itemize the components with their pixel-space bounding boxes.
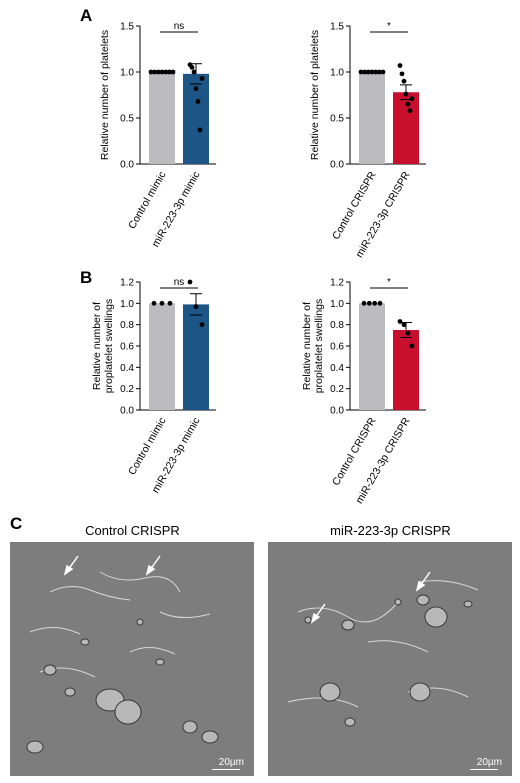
panel-label-a: A [80,6,93,25]
data-point [191,69,197,75]
data-point [155,69,161,75]
y-tick-label: 1.0 [330,299,344,310]
scale-label-crispr: 20µm [476,757,502,768]
y-tick-label: 0.8 [120,320,134,331]
data-point [397,63,403,68]
y-tick-label: 0.6 [330,342,344,353]
data-point [195,99,201,104]
data-point [148,69,154,75]
data-point [376,69,382,75]
y-tick-label: 0.0 [330,160,344,171]
y-tick-label: 0.8 [330,320,344,331]
y-axis-label: proplatelet swellings [313,299,325,394]
data-point [151,300,157,306]
data-point [407,108,413,114]
y-axis-label: Relative number of platelets [99,30,111,160]
data-point [366,300,372,306]
panel-label-c: C [10,514,23,533]
data-point [197,127,203,133]
data-point [362,69,368,75]
data-point [189,65,195,70]
scale-label-control: 20µm [218,757,244,768]
y-tick-label: 0.6 [120,342,134,353]
bar [149,303,175,410]
y-axis-label: Relative number of [91,302,103,390]
y-tick-label: 0.2 [120,384,134,395]
data-point [380,69,386,75]
data-point [409,343,415,349]
micrograph-crispr: 20µm [268,542,512,776]
y-axis-label: proplatelet swellings [103,299,115,394]
data-point [193,86,199,91]
chart-b-right: 0.0 0.2 0.4 0.6 0.8 1.0 1.2 Relative number of p… [301,277,426,506]
data-point [399,71,405,77]
data-point [358,69,364,75]
significance-label: * [387,21,391,32]
y-tick-label: 1.0 [120,299,134,310]
y-tick-label: 0.4 [120,363,134,374]
chart-b-left: 0.0 0.2 0.4 0.6 0.8 1.0 1.2 Relative number of p… [91,277,216,495]
micrograph-title-crispr: miR-223-3p CRISPR [330,523,451,538]
y-tick-label: 1.5 [120,22,134,33]
data-point [401,322,407,328]
data-point [409,96,415,102]
data-point [405,101,411,107]
data-point [152,69,158,75]
y-tick-label: 0.2 [330,384,344,395]
bar [359,72,385,164]
data-point [361,300,367,306]
data-point [403,91,409,97]
y-tick-label: 0.5 [330,114,344,125]
y-tick-label: 1.5 [330,22,344,33]
bar [393,330,419,410]
y-tick-label: 1.2 [330,278,344,289]
y-tick-label: 1.0 [330,68,344,79]
scale-bar-crispr [470,769,498,770]
y-tick-label: 1.2 [120,278,134,289]
data-point [166,69,172,75]
y-tick-label: 0.0 [120,406,134,417]
data-point [365,69,371,75]
data-point [193,304,199,309]
y-tick-label: 0.4 [330,363,344,374]
data-point [163,69,169,75]
data-point [187,279,193,285]
y-tick-label: 0.5 [120,114,134,125]
data-point [373,69,379,75]
micrograph-crispr-cells [287,571,479,727]
bar [183,304,209,410]
y-tick-label: 1.0 [120,68,134,79]
y-axis-label: Relative number of platelets [309,30,321,160]
y-tick-label: 0.0 [330,406,344,417]
data-point [199,322,205,328]
data-point [167,300,173,306]
significance-label: * [387,277,391,288]
data-point [159,300,165,306]
chart-a-right: 0.0 0.5 1.0 1.5 Relative number of platelets… [309,21,426,260]
panel-label-b: B [80,268,93,287]
bar [149,72,175,164]
significance-label: ns [174,21,185,32]
data-point [372,300,378,306]
micrograph-control-cells [26,555,219,754]
data-point [159,69,165,75]
scale-bar-control [212,769,240,770]
data-point [369,69,375,75]
micrograph-control: 20µm [10,542,254,776]
data-point [405,330,411,336]
chart-a-left: 0.0 0.5 1.0 1.5 Relative number of platelets… [99,21,216,249]
data-point [401,78,407,84]
data-point [199,76,205,81]
data-point [170,69,176,75]
data-point [397,319,403,324]
data-point [377,300,383,306]
y-tick-label: 0.0 [120,160,134,171]
significance-label: ns [174,277,185,288]
micrograph-title-control: Control CRISPR [85,523,180,538]
bar [359,303,385,410]
y-axis-label: Relative number of [301,302,313,390]
